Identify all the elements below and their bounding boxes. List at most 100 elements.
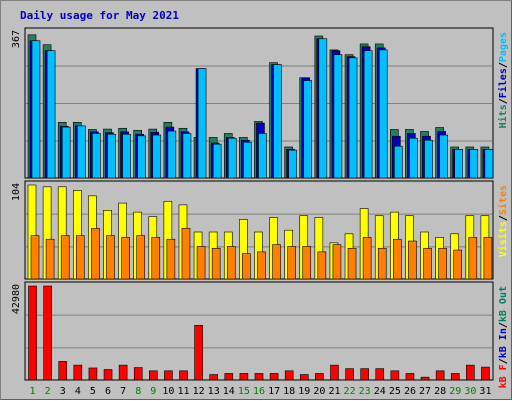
x-tick-label: 10: [162, 386, 174, 397]
visits-panel-sites-bar: [453, 249, 463, 280]
visits-panel-sites-bar: [242, 253, 251, 280]
visits-panel-sites-bar: [468, 237, 478, 280]
x-tick-label: 3: [60, 386, 66, 397]
kb-panel-kb-f-bar: [88, 367, 98, 381]
hits-panel-pages-bar: [348, 57, 358, 179]
kb-panel-kb-f-bar: [450, 373, 460, 381]
visits-panel-legend: Visits/Sites: [497, 185, 509, 257]
visits-panel-sites-bar: [272, 244, 281, 280]
kb-panel-legend-entry: kB Out: [498, 286, 509, 322]
hits-panel-pages-bar: [167, 130, 177, 179]
visits-panel-sites-bar: [151, 237, 161, 280]
visits-panel-legend-entry: Visits: [497, 221, 509, 257]
x-tick-label: 14: [223, 386, 235, 397]
hits-panel-pages-bar: [197, 68, 207, 179]
chart-title: Daily usage for May 2021: [20, 9, 179, 22]
visits-panel-sites-bar: [317, 251, 327, 280]
visits-panel-max-label: 104: [11, 183, 22, 201]
visits-panel-sites-bar: [362, 237, 372, 280]
x-tick-label: 15: [238, 386, 250, 397]
kb-panel-kb-f-bar: [330, 364, 339, 381]
visits-panel-sites-bar: [287, 246, 296, 280]
x-tick-label: 27: [419, 386, 431, 397]
x-tick-label: 16: [253, 386, 265, 397]
kb-panel-legend-entry: kB In: [498, 328, 509, 358]
x-tick-label: 11: [177, 386, 189, 397]
visits-panel-sites-bar: [347, 247, 357, 280]
hits-panel-legend-entry: /: [498, 98, 509, 104]
hits-panel-pages-bar: [212, 143, 222, 179]
hits-panel-pages-bar: [61, 126, 71, 179]
x-tick-label: 21: [328, 386, 340, 397]
hits-panel-max-label: 367: [11, 30, 22, 48]
x-tick-label: 2: [45, 386, 51, 397]
hits-panel-pages-bar: [137, 135, 146, 179]
visits-panel-sites-bar: [136, 235, 145, 280]
x-tick-label: 28: [434, 386, 446, 397]
visits-panel-sites-bar: [196, 246, 206, 280]
kb-panel-frame: [24, 281, 494, 381]
hits-panel-pages-bar: [122, 133, 131, 179]
kb-panel-kb-f-bar: [194, 325, 203, 381]
visits-panel-sites-bar: [438, 247, 447, 280]
kb-panel-kb-f-bar: [360, 368, 369, 381]
kb-panel-kb-f-bar: [375, 368, 385, 381]
hits-panel-legend-entry: /: [498, 62, 509, 68]
visits-panel-sites-bar: [211, 247, 221, 280]
kb-panel-kb-f-bar: [43, 285, 52, 381]
x-tick-label: 20: [313, 386, 325, 397]
x-tick-label: 1: [30, 386, 36, 397]
kb-panel-kb-f-bar: [315, 373, 324, 381]
hits-panel-pages-bar: [333, 54, 343, 179]
x-tick-label: 31: [479, 386, 491, 397]
kb-panel-kb-f-bar: [209, 374, 219, 381]
kb-panel-kb-f-bar: [28, 285, 37, 381]
kb-panel-kb-f-bar: [284, 370, 294, 381]
x-tick-label: 26: [404, 386, 416, 397]
kb-panel-legend-entry: /: [498, 358, 509, 364]
hits-panel-pages-bar: [31, 40, 41, 179]
x-tick-label: 30: [464, 386, 476, 397]
x-tick-label: 24: [374, 386, 386, 397]
x-tick-label: 22: [344, 386, 356, 397]
kb-panel-kb-f-bar: [254, 373, 264, 381]
visits-panel-sites-bar: [423, 247, 432, 280]
hits-panel-legend: Hits/Files/Pages: [497, 32, 509, 128]
hits-panel-legend-entry: Files: [497, 68, 509, 98]
kb-panel-kb-f-bar: [466, 364, 475, 381]
visits-panel-sites-bar: [302, 246, 312, 280]
hits-panel-pages-bar: [454, 149, 464, 179]
kb-panel-kb-f-bar: [299, 374, 309, 381]
kb-panel-kb-f-bar: [149, 370, 158, 381]
x-tick-label: 29: [449, 386, 461, 397]
kb-panel-kb-f-bar: [133, 367, 143, 381]
x-tick-label: 4: [75, 386, 81, 397]
hits-panel-pages-bar: [107, 133, 116, 179]
x-tick-label: 6: [105, 386, 111, 397]
visits-panel-sites-bar: [483, 237, 493, 280]
kb-panel-kb-f-bar: [420, 376, 430, 381]
x-tick-label: 9: [150, 386, 156, 397]
kb-panel-kb-f-bar: [390, 370, 400, 381]
x-tick-label: 17: [268, 386, 280, 397]
hits-panel-pages-bar: [318, 38, 328, 179]
visits-panel-sites-bar: [332, 244, 342, 280]
kb-panel-kb-f-bar: [58, 361, 68, 381]
x-tick-label: 7: [120, 386, 126, 397]
visits-panel-sites-bar: [45, 238, 55, 280]
visits-panel-sites-bar: [30, 235, 40, 280]
hits-panel-pages-bar: [227, 137, 237, 179]
visits-panel-sites-bar: [181, 228, 191, 280]
kb-panel-kb-f-bar: [405, 373, 415, 381]
visits-panel-sites-bar: [166, 238, 176, 280]
visits-panel-sites-bar: [408, 240, 417, 280]
hits-panel-pages-bar: [469, 149, 479, 179]
kb-panel-legend: kB F/kB In/kB Out: [498, 286, 509, 388]
hits-panel-pages-bar: [394, 145, 403, 179]
hits-panel-pages-bar: [243, 141, 252, 179]
visits-panel-sites-bar: [91, 228, 100, 280]
hits-panel-pages-bar: [46, 50, 56, 179]
x-tick-label: 5: [90, 386, 96, 397]
kb-panel-kb-f-bar: [73, 364, 83, 381]
